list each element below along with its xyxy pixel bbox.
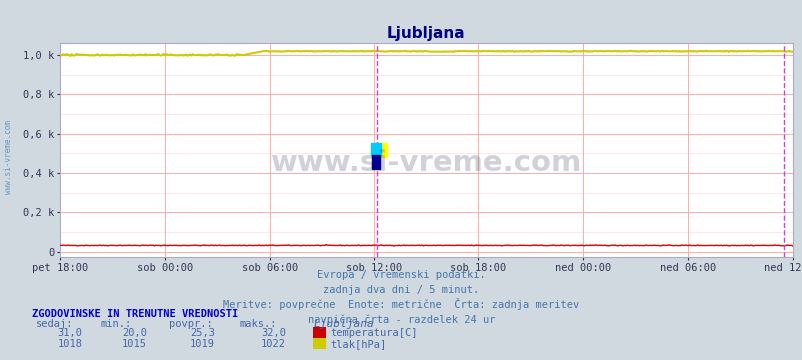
Text: 1018: 1018 [58, 339, 83, 349]
Text: 1015: 1015 [122, 339, 147, 349]
Text: ZGODOVINSKE IN TRENUTNE VREDNOSTI: ZGODOVINSKE IN TRENUTNE VREDNOSTI [32, 309, 238, 319]
FancyBboxPatch shape [372, 155, 379, 169]
Text: zadnja dva dni / 5 minut.: zadnja dva dni / 5 minut. [323, 285, 479, 295]
Title: Ljubljana: Ljubljana [387, 26, 465, 41]
Text: Meritve: povprečne  Enote: metrične  Črta: zadnja meritev: Meritve: povprečne Enote: metrične Črta:… [223, 298, 579, 310]
Text: temperatura[C]: temperatura[C] [330, 328, 418, 338]
FancyBboxPatch shape [371, 143, 380, 155]
Text: 20,0: 20,0 [122, 328, 147, 338]
Text: www.si-vreme.com: www.si-vreme.com [270, 149, 581, 177]
Text: tlak[hPa]: tlak[hPa] [330, 339, 387, 349]
Text: 31,0: 31,0 [58, 328, 83, 338]
Text: 32,0: 32,0 [261, 328, 286, 338]
FancyBboxPatch shape [378, 143, 387, 157]
Text: 1022: 1022 [261, 339, 286, 349]
Text: 25,3: 25,3 [190, 328, 215, 338]
Text: maks.:: maks.: [239, 319, 277, 329]
Text: Evropa / vremenski podatki.: Evropa / vremenski podatki. [317, 270, 485, 280]
Text: Ljubljana: Ljubljana [313, 319, 374, 329]
Text: 1019: 1019 [190, 339, 215, 349]
Text: www.si-vreme.com: www.si-vreme.com [3, 120, 13, 194]
Text: povpr.:: povpr.: [168, 319, 212, 329]
Text: sedaj:: sedaj: [36, 319, 74, 329]
Text: navpična črta - razdelek 24 ur: navpična črta - razdelek 24 ur [307, 315, 495, 325]
Text: min.:: min.: [100, 319, 132, 329]
